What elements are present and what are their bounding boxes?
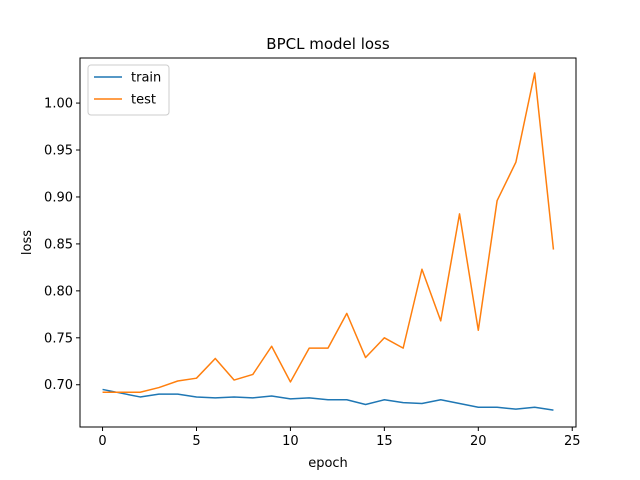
x-tick-label: 20 xyxy=(470,434,487,449)
y-tick-label: 0.80 xyxy=(44,284,73,299)
y-tick-label: 0.85 xyxy=(44,237,73,252)
y-tick-label: 0.75 xyxy=(44,331,73,346)
y-tick-label: 1.00 xyxy=(44,97,73,112)
legend-label-train: train xyxy=(131,71,161,86)
y-axis: 0.70 0.75 0.80 0.85 0.90 0.95 1.00 xyxy=(44,97,80,393)
series-lines xyxy=(102,72,555,411)
y-tick-label: 0.70 xyxy=(44,378,73,393)
x-axis-label: epoch xyxy=(308,456,348,471)
y-tick-label: 0.90 xyxy=(44,190,73,205)
x-tick-label: 0 xyxy=(98,434,106,449)
x-tick-label: 15 xyxy=(376,434,393,449)
y-tick-label: 0.95 xyxy=(44,144,73,159)
chart-title: BPCL model loss xyxy=(266,35,390,53)
x-tick-label: 5 xyxy=(192,434,200,449)
series-line-test xyxy=(102,72,555,394)
legend: train test xyxy=(87,64,170,116)
y-axis-label: loss xyxy=(20,230,35,255)
x-axis: 0 5 10 15 20 25 xyxy=(98,427,581,449)
x-tick-label: 25 xyxy=(564,434,581,449)
x-tick-label: 10 xyxy=(282,434,299,449)
legend-label-test: test xyxy=(131,93,156,108)
plot-frame xyxy=(79,57,577,428)
series-line-train xyxy=(102,388,554,411)
